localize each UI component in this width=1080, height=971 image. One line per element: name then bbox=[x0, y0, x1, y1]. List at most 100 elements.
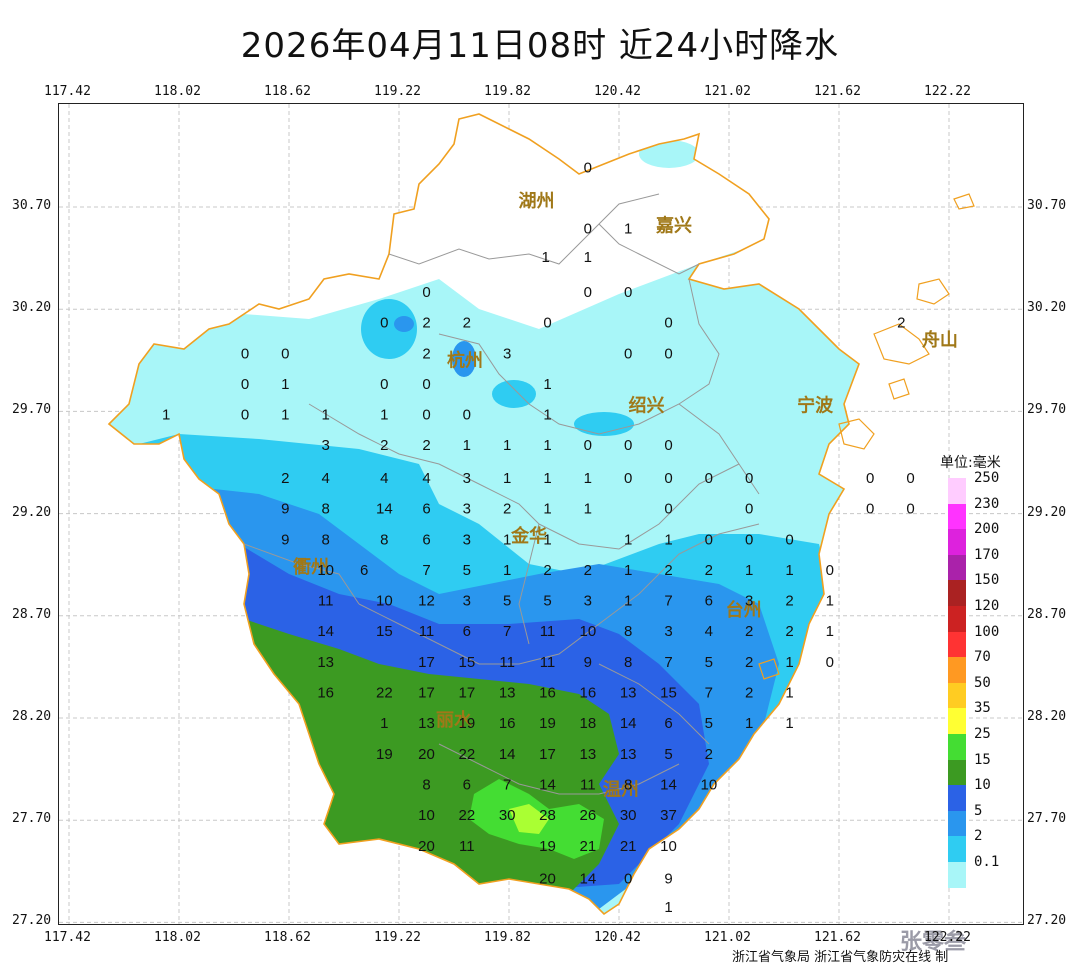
longitude-tick-label: 117.42 bbox=[44, 84, 91, 99]
station-value: 1 bbox=[624, 531, 632, 548]
station-value: 0 bbox=[705, 470, 713, 487]
station-value: 3 bbox=[321, 437, 329, 454]
legend-label: 120 bbox=[974, 597, 1000, 614]
station-value: 1 bbox=[543, 531, 551, 548]
station-value: 1 bbox=[543, 407, 551, 424]
station-value: 2 bbox=[422, 437, 430, 454]
latitude-tick-label: 28.20 bbox=[12, 709, 52, 724]
station-value: 30 bbox=[499, 807, 516, 824]
station-value: 19 bbox=[376, 746, 393, 763]
footer-credit: 浙江省气象局 浙江省气象防灾在线 制 bbox=[732, 950, 949, 965]
station-value: 1 bbox=[785, 715, 793, 732]
legend-level: 15 bbox=[940, 752, 1030, 786]
station-value: 2 bbox=[380, 437, 388, 454]
legend-level: 35 bbox=[940, 700, 1030, 734]
city-label: 舟山 bbox=[922, 329, 958, 350]
legend-label: 70 bbox=[974, 649, 991, 666]
station-value: 9 bbox=[664, 871, 672, 888]
station-value: 5 bbox=[503, 593, 511, 610]
station-value: 0 bbox=[826, 654, 834, 671]
station-value: 3 bbox=[745, 593, 753, 610]
legend-label: 50 bbox=[974, 674, 991, 691]
station-value: 26 bbox=[579, 807, 596, 824]
station-value: 11 bbox=[419, 623, 435, 640]
station-value: 0 bbox=[664, 315, 672, 332]
station-value: 0 bbox=[380, 376, 388, 393]
station-value: 11 bbox=[459, 838, 475, 855]
legend-swatch bbox=[948, 810, 966, 837]
legend-level: 150 bbox=[940, 572, 1030, 606]
station-value: 10 bbox=[660, 838, 677, 855]
station-value: 2 bbox=[503, 501, 511, 518]
station-value: 19 bbox=[539, 838, 556, 855]
station-value: 0 bbox=[241, 345, 249, 362]
legend-label: 230 bbox=[974, 495, 1000, 512]
longitude-tick-label: 122.22 bbox=[924, 930, 971, 945]
latitude-tick-label: 29.20 bbox=[1027, 504, 1067, 520]
station-value: 14 bbox=[620, 715, 637, 732]
station-value: 0 bbox=[866, 501, 874, 518]
legend-swatch bbox=[948, 503, 966, 530]
station-value: 13 bbox=[418, 715, 435, 732]
station-value: 1 bbox=[624, 221, 632, 238]
station-value: 6 bbox=[463, 623, 471, 640]
station-value: 2 bbox=[463, 315, 471, 332]
station-value: 20 bbox=[539, 871, 556, 888]
station-value: 3 bbox=[463, 501, 471, 518]
station-value: 1 bbox=[321, 407, 329, 424]
station-value: 1 bbox=[624, 562, 632, 579]
city-label: 金华 bbox=[510, 525, 547, 546]
legend-swatch bbox=[948, 657, 966, 683]
station-value: 5 bbox=[664, 746, 672, 763]
station-value: 10 bbox=[317, 562, 334, 579]
legend-scale: 250 230 200 170 150 120 100 70 50 35 25 15 10 5 2 0.1 bbox=[940, 470, 1030, 888]
station-value: 0 bbox=[281, 345, 289, 362]
longitude-tick-label: 118.02 bbox=[154, 930, 201, 945]
station-value: 0 bbox=[664, 501, 672, 518]
station-value: 1 bbox=[664, 531, 672, 548]
latitude-tick-label: 27.20 bbox=[12, 913, 52, 929]
legend-label: 10 bbox=[974, 777, 991, 794]
legend-label: 0.1 bbox=[974, 853, 1000, 870]
station-value: 17 bbox=[458, 685, 475, 702]
station-value: 1 bbox=[281, 407, 289, 424]
legend-level: 70 bbox=[940, 649, 1030, 683]
legend-label: 2 bbox=[974, 828, 983, 845]
legend-level: 5 bbox=[940, 803, 1030, 837]
station-value: 1 bbox=[584, 501, 592, 518]
station-value: 7 bbox=[503, 623, 511, 640]
city-label: 台州 bbox=[726, 599, 762, 620]
longitude-tick-label: 121.62 bbox=[814, 930, 861, 945]
station-value: 0 bbox=[624, 871, 632, 888]
station-value: 15 bbox=[660, 685, 677, 702]
station-value: 9 bbox=[281, 501, 289, 518]
station-value: 14 bbox=[579, 871, 596, 888]
station-value: 0 bbox=[422, 376, 430, 393]
legend-label: 25 bbox=[974, 725, 991, 742]
station-value: 11 bbox=[580, 777, 596, 794]
station-value: 1 bbox=[543, 501, 551, 518]
station-value: 22 bbox=[458, 746, 475, 763]
station-value: 17 bbox=[418, 685, 435, 702]
station-value: 8 bbox=[380, 531, 388, 548]
longitude-tick-label: 120.42 bbox=[594, 930, 641, 945]
station-value: 2 bbox=[705, 746, 713, 763]
legend-swatch bbox=[948, 631, 966, 658]
islands bbox=[758, 193, 975, 680]
station-value: 1 bbox=[281, 376, 289, 393]
legend-level: 100 bbox=[940, 624, 1030, 658]
station-value: 10 bbox=[579, 623, 596, 640]
city-borders bbox=[243, 193, 760, 795]
station-value: 1 bbox=[584, 470, 592, 487]
legend-level: 250 bbox=[940, 470, 1030, 504]
station-value: 1 bbox=[624, 593, 632, 610]
station-value: 13 bbox=[620, 685, 637, 702]
station-value: 3 bbox=[664, 623, 672, 640]
longitude-tick-label: 118.62 bbox=[264, 930, 311, 945]
legend: 单位:毫米 250 230 200 170 150 120 100 70 50 35 25 15 10 5… bbox=[940, 452, 1030, 888]
latitude-tick-label: 30.70 bbox=[1027, 198, 1067, 213]
station-value: 1 bbox=[584, 249, 592, 266]
station-value: 0 bbox=[422, 407, 430, 424]
station-value: 3 bbox=[503, 345, 511, 362]
